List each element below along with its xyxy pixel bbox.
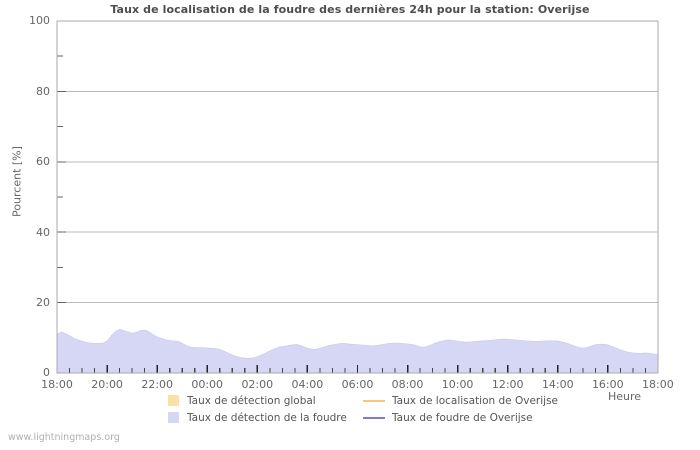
y-tick-label: 100 bbox=[29, 14, 50, 27]
x-tick-label: 16:00 bbox=[591, 378, 624, 391]
plot-background bbox=[57, 21, 658, 373]
x-tick-label: 18:00 bbox=[642, 378, 674, 391]
legend-item-foudre-overijse: Taux de foudre de Overijse bbox=[363, 409, 588, 426]
chart-title: Taux de localisation de la foudre des de… bbox=[110, 3, 590, 16]
y-tick-label: 60 bbox=[36, 155, 50, 168]
legend-label: Taux de détection global bbox=[187, 394, 316, 407]
y-tick-label: 0 bbox=[43, 366, 50, 379]
legend-item-localisation-overijse: Taux de localisation de Overijse bbox=[363, 392, 588, 409]
legend-label: Taux de foudre de Overijse bbox=[392, 411, 533, 424]
plot-frame bbox=[56, 20, 659, 374]
legend-swatch-line-icon bbox=[363, 416, 385, 419]
x-tick-label: 08:00 bbox=[391, 378, 424, 391]
x-tick-label: 04:00 bbox=[291, 378, 324, 391]
x-tick-label: 18:00 bbox=[41, 378, 73, 391]
legend-label: Taux de détection de la foudre bbox=[187, 411, 347, 424]
gridlines bbox=[57, 90, 658, 304]
legend-item-detection-foudre: Taux de détection de la foudre bbox=[168, 409, 363, 426]
legend-swatch-box-icon bbox=[168, 395, 179, 406]
x-axis-label: Heure bbox=[608, 390, 642, 403]
legend-row: Taux de détection global Taux de localis… bbox=[168, 392, 588, 409]
legend-swatch-line-icon bbox=[363, 399, 385, 402]
series-area-lightning bbox=[56, 329, 659, 374]
x-tick-label: 12:00 bbox=[491, 378, 524, 391]
x-tick-label: 14:00 bbox=[541, 378, 574, 391]
x-tick-label: 10:00 bbox=[441, 378, 474, 391]
x-tick-label: 06:00 bbox=[341, 378, 374, 391]
legend-row: Taux de détection de la foudre Taux de f… bbox=[168, 409, 588, 426]
chart-legend: Taux de détection global Taux de localis… bbox=[168, 392, 588, 426]
watermark: www.lightningmaps.org bbox=[8, 432, 120, 443]
legend-label: Taux de localisation de Overijse bbox=[392, 394, 559, 407]
x-tick-label: 00:00 bbox=[191, 378, 224, 391]
x-tick-label: 20:00 bbox=[91, 378, 123, 391]
y-tick-label: 20 bbox=[36, 296, 50, 309]
x-tick-label: 02:00 bbox=[241, 378, 274, 391]
y-tick-label: 80 bbox=[36, 85, 50, 98]
legend-item-detection-global: Taux de détection global bbox=[168, 392, 363, 409]
x-tick-label: 22:00 bbox=[141, 378, 174, 391]
legend-swatch-box-icon bbox=[168, 412, 179, 423]
x-minor-ticks bbox=[68, 368, 647, 373]
y-tick-label: 40 bbox=[36, 226, 50, 239]
